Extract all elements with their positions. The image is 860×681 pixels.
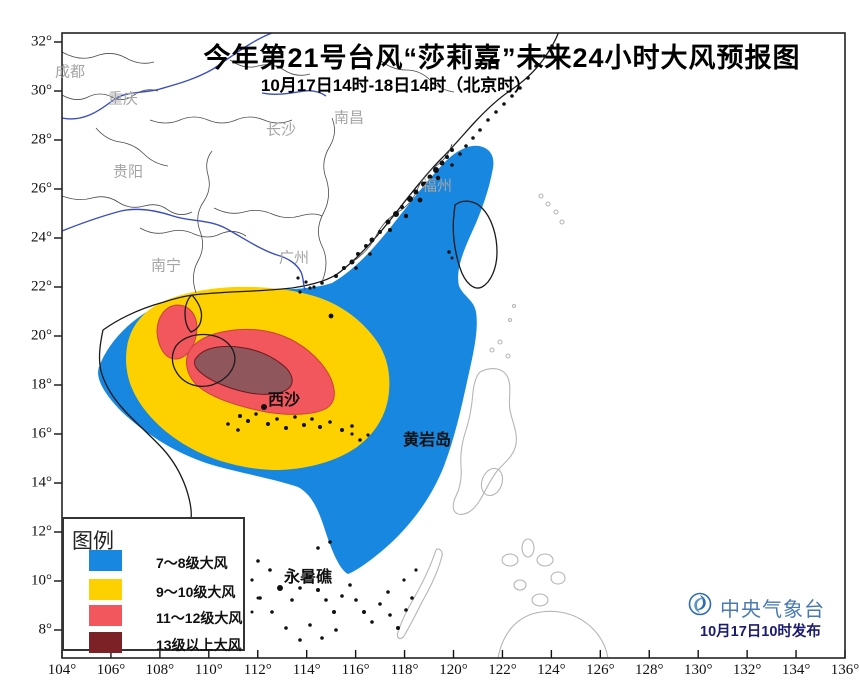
plot-border [61,32,846,659]
y-tick-label: 30° [31,82,52,99]
legend: 图例 7～8级大风 9～10级大风 11～12级大风 13级以上大风 [62,517,245,654]
city-label-nanning: 南宁 [150,257,182,275]
x-tick-label: 136° [830,662,860,678]
luzon-outline [452,368,517,515]
foreign-coastlines [396,193,609,658]
legend-swatch-7-8 [89,550,122,571]
yangtze-river [62,33,275,120]
hainan-island [171,333,236,388]
legend-swatch-13plus [89,632,122,653]
issued-datetime: 10月17日10时发布 [700,624,821,640]
city-label-nanchang: 南昌 [333,109,365,127]
map-title: 今年第21号台风“莎莉嘉”未来24小时大风预报图 [203,43,801,73]
city-label-chongqing: 重庆 [107,90,139,108]
palawan-outline [396,548,443,640]
sea-feature-label-huangyandao: 黄岩岛 [402,432,452,449]
city-label-guiyang: 贵阳 [112,163,144,181]
leizhou-peninsula [184,294,203,333]
island-dots [226,44,554,642]
vietnam-coast [98,329,192,520]
rivers [62,33,327,291]
legend-swatch-9-10 [89,579,122,600]
y-tick-label: 18° [31,376,52,393]
legend-label: 11～12级大风 [156,610,243,626]
legend-row: 7～8级大风 [64,550,243,572]
legend-row: 9～10级大风 [64,579,243,601]
axis-ticks [54,41,846,658]
wind-zones [98,145,494,574]
x-tick-label: 118° [390,662,419,678]
x-tick-label: 104° [47,662,77,678]
map-subtitle: 10月17日14时-18日14时（北京时） [260,76,532,95]
x-tick-label: 130° [683,662,713,678]
x-tick-label: 110° [194,662,223,678]
x-tick-label: 120° [439,662,468,678]
y-tick-label: 16° [31,425,52,442]
legend-label: 7～8级大风 [156,555,228,571]
x-tick-label: 124° [537,662,566,678]
y-tick-label: 28° [31,131,52,148]
y-tick-label: 8° [38,621,53,638]
sea-feature-label-yongshujiao: 永暑礁 [283,569,333,586]
y-tick-label: 20° [31,327,52,344]
legend-label: 9～10级大风 [156,584,236,600]
y-tick-label: 26° [31,180,52,197]
x-tick-label: 122° [488,662,517,678]
x-tick-label: 116° [341,662,370,678]
taiwan-island [452,200,498,289]
legend-row: 11～12级大风 [64,605,243,627]
sea-feature-label-xisha: 西沙 [267,392,301,409]
mindanao-outline [497,610,609,658]
x-tick-label: 132° [732,662,762,678]
legend-label: 13级以上大风 [156,637,242,653]
city-label-changsha: 长沙 [265,121,297,139]
y-tick-label: 12° [31,523,52,540]
x-tick-label: 134° [781,662,811,678]
city-label-guangzhou: 广州 [278,249,310,267]
xi-river [62,208,306,291]
x-tick-label: 112° [243,662,272,678]
agency-name: 中央气象台 [720,599,825,621]
city-label-fuzhou: 福州 [421,177,453,195]
y-tick-label: 22° [31,278,52,295]
x-tick-label: 128° [635,662,664,678]
x-tick-label: 106° [96,662,126,678]
y-tick-label: 14° [31,474,52,491]
china-map-lines [62,33,559,520]
legend-title: 图例 [72,530,114,553]
city-label-chengdu: 成都 [54,63,86,81]
legend-swatch-11-12 [89,605,122,626]
x-tick-label: 126° [586,662,615,678]
y-tick-label: 10° [31,572,52,589]
coastline [98,33,559,520]
x-tick-label: 108° [145,662,175,678]
legend-row: 13级以上大风 [64,632,243,654]
cma-logo-icon [688,592,712,616]
x-tick-label: 114° [292,662,321,678]
y-tick-label: 32° [31,33,52,50]
y-tick-label: 24° [31,229,52,246]
